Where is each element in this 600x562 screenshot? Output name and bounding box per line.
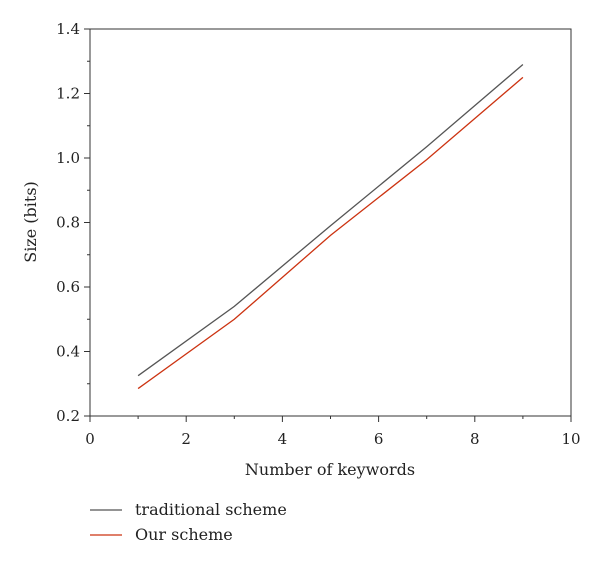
y-tick-label: 0.8 <box>56 214 80 232</box>
legend-label: traditional scheme <box>135 500 287 519</box>
x-tick-label: 6 <box>374 430 384 448</box>
series-line-our-scheme <box>137 76 524 390</box>
y-tick-label: 0.4 <box>56 343 80 361</box>
x-tick-label: 4 <box>278 430 288 448</box>
legend-label: Our scheme <box>135 525 233 544</box>
x-axis-label: Number of keywords <box>245 460 415 479</box>
y-axis-ticks: 0.2 0.4 0.6 0.8 1.0 1.2 1.4 <box>56 20 90 425</box>
x-tick-label: 10 <box>561 430 580 448</box>
x-axis-ticks: 0 2 4 6 8 10 <box>85 416 581 448</box>
series-lines <box>137 63 524 390</box>
x-tick-label: 2 <box>181 430 191 448</box>
x-tick-label: 0 <box>85 430 95 448</box>
x-tick-label: 8 <box>470 430 480 448</box>
y-tick-label: 1.0 <box>56 149 80 167</box>
legend: traditional scheme Our scheme <box>90 500 287 544</box>
y-tick-label: 0.2 <box>56 407 80 425</box>
y-tick-label: 1.2 <box>56 85 80 103</box>
series-line-traditional-scheme <box>137 63 524 377</box>
y-tick-label: 0.6 <box>56 278 80 296</box>
y-tick-label: 1.4 <box>56 20 80 38</box>
y-axis-label: Size (bits) <box>21 181 40 263</box>
